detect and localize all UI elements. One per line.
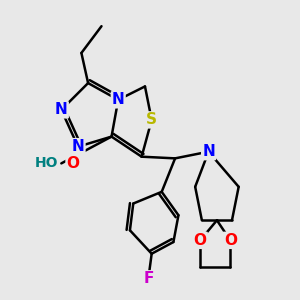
Text: O: O: [194, 233, 207, 248]
Text: N: N: [55, 102, 68, 117]
Text: F: F: [143, 271, 154, 286]
Text: O: O: [67, 156, 80, 171]
Text: O: O: [224, 233, 237, 248]
Text: N: N: [72, 139, 84, 154]
Text: N: N: [202, 144, 215, 159]
Text: S: S: [146, 112, 157, 128]
Text: N: N: [112, 92, 124, 107]
Text: HO: HO: [34, 156, 58, 170]
